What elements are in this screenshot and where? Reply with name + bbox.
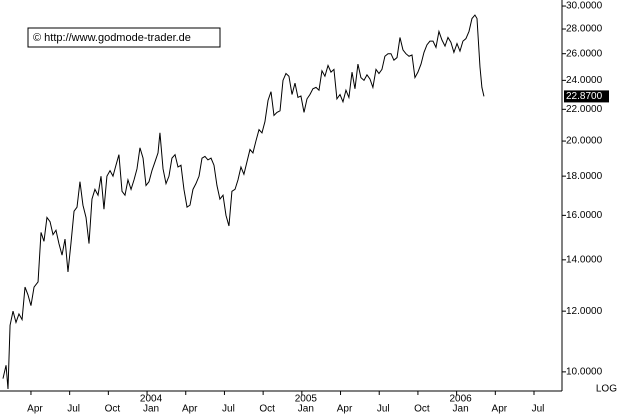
y-tick-label: 12.0000 — [566, 306, 603, 317]
x-tick-label: Jul — [532, 404, 545, 415]
x-tick-label: Jan — [453, 404, 469, 415]
x-tick-label: Jan — [143, 404, 159, 415]
y-tick-label: 18.0000 — [566, 171, 603, 182]
y-tick-label: 30.0000 — [566, 1, 603, 12]
x-tick-label: Apr — [337, 404, 353, 415]
x-tick-label: Apr — [182, 404, 198, 415]
x-tick-label: Oct — [105, 404, 121, 415]
y-tick-label: 20.0000 — [566, 136, 603, 147]
copyright-frame — [27, 27, 221, 48]
x-year-label: 2006 — [449, 394, 472, 405]
x-tick-label: Apr — [492, 404, 508, 415]
x-tick-label: Jul — [377, 404, 390, 415]
y-tick-label: 22.0000 — [566, 104, 603, 115]
x-tick-label: Oct — [259, 404, 275, 415]
scale-label: LOG — [596, 384, 617, 395]
price-line — [2, 14, 485, 389]
copyright: © http://www.godmode-trader.de — [33, 32, 191, 44]
x-year-label: 2005 — [295, 394, 318, 405]
x-tick-label: Jul — [222, 404, 235, 415]
x-tick-label: Apr — [27, 404, 43, 415]
x-tick-label: Jul — [67, 404, 80, 415]
copyright-box: © http://www.godmode-trader.de — [27, 27, 221, 48]
y-tick-label: 14.0000 — [566, 254, 603, 265]
last-price-label: 22.8700 — [566, 91, 603, 102]
y-tick-label: 28.0000 — [566, 24, 603, 35]
y-tick-label: 26.0000 — [566, 48, 603, 59]
x-tick-label: Jan — [298, 404, 314, 415]
y-tick-label: 24.0000 — [566, 75, 603, 86]
last-price-box — [564, 90, 609, 103]
x-year-label: 2004 — [140, 394, 163, 405]
x-tick-label: Oct — [414, 404, 430, 415]
y-tick-label: 16.0000 — [566, 210, 603, 221]
y-tick-label: 10.0000 — [566, 367, 603, 378]
